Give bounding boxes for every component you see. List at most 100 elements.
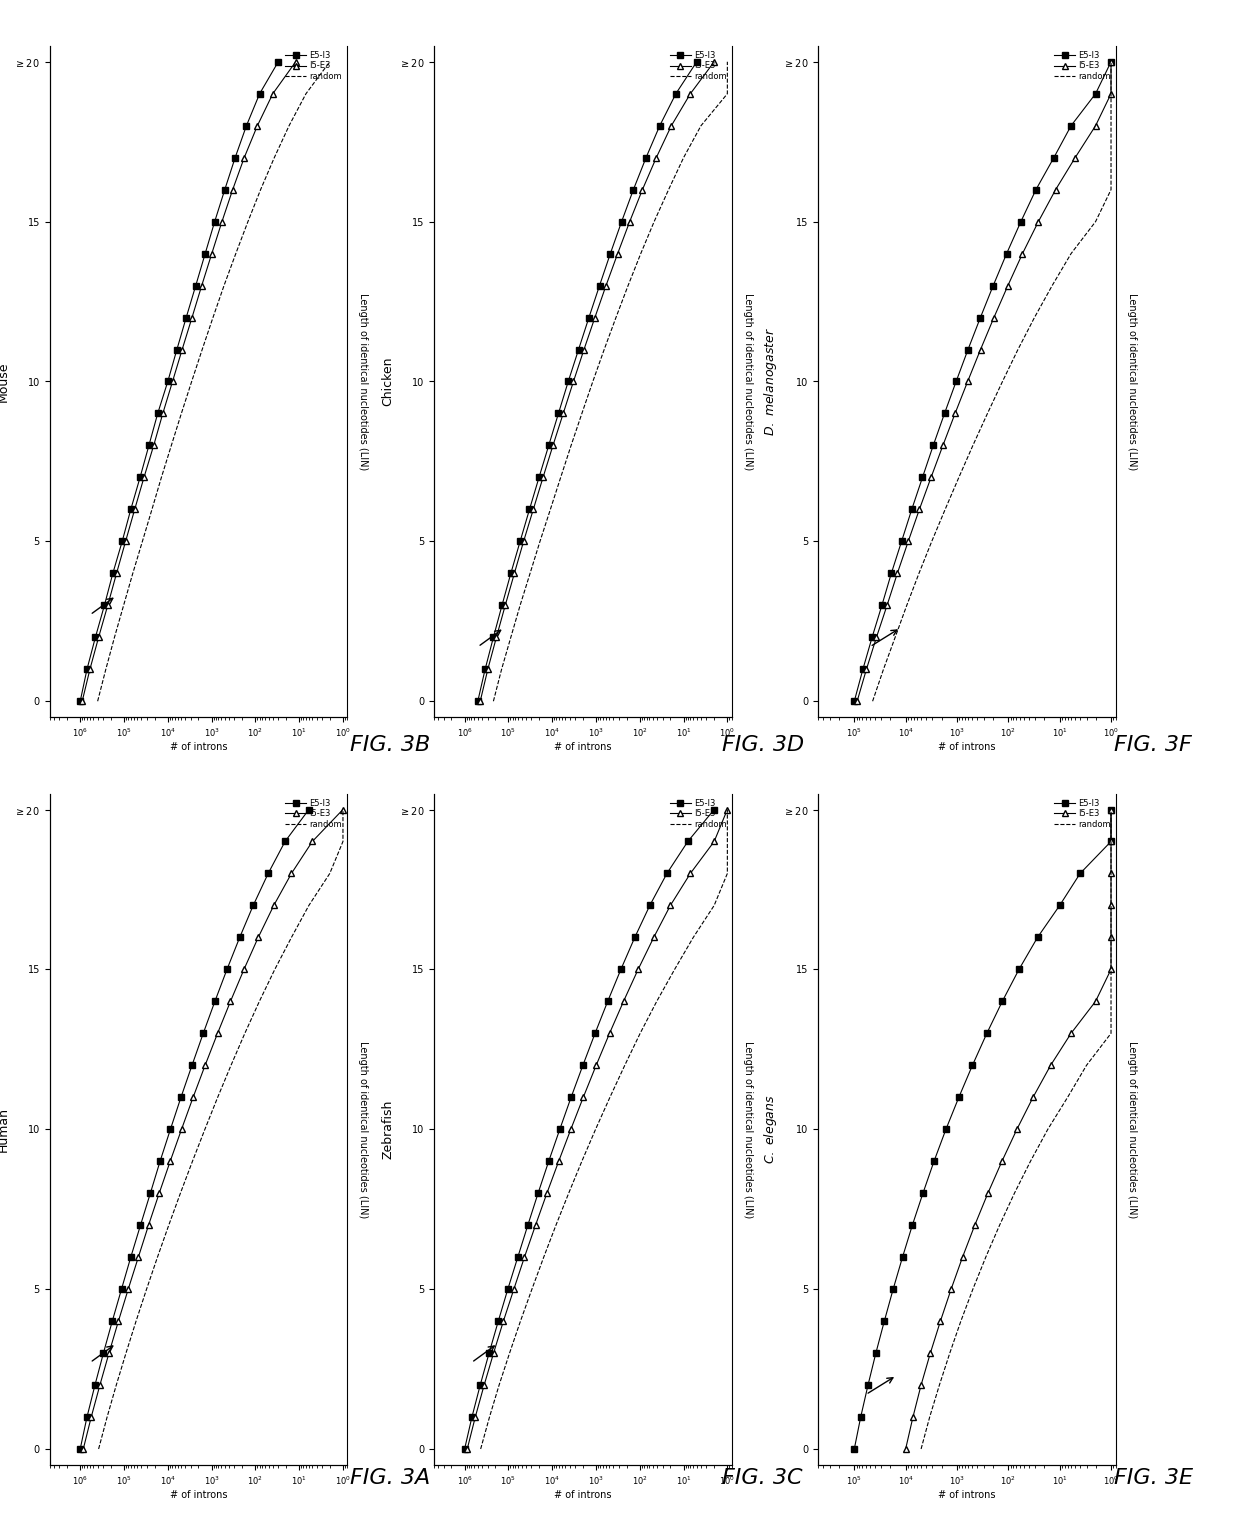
E5-I3 [97,597,112,615]
E5-I3 [614,960,629,978]
random [667,960,682,978]
Line: E5-I3: E5-I3 [852,60,1114,703]
E5-I3 [188,276,203,295]
Y-axis label: Length of identical nucleotides (LIN): Length of identical nucleotides (LIN) [1127,293,1137,470]
Text: FIG. 3D: FIG. 3D [722,736,804,755]
random [603,1088,618,1106]
random [980,404,994,423]
E5-I3 [278,832,293,850]
E5-I3 [79,661,94,679]
random [185,372,200,391]
Legend: E5-I3, I5-E3, random: E5-I3, I5-E3, random [668,50,728,82]
E5-I3 [1089,84,1104,102]
random [217,276,232,295]
Text: FIG. 3A: FIG. 3A [351,1468,430,1488]
random [609,308,624,327]
X-axis label: # of introns: # of introns [554,742,611,752]
Y-axis label: Length of identical nucleotides (LIN): Length of identical nucleotides (LIN) [743,1041,753,1218]
Line: I5-E3: I5-E3 [464,806,730,1453]
I5-E3 [563,1120,578,1138]
I5-E3 [93,1376,108,1395]
Line: I5-E3: I5-E3 [79,58,299,705]
random [492,1376,507,1395]
E5-I3 [522,501,537,519]
random [1104,832,1118,850]
I5-E3 [589,1056,604,1074]
I5-E3 [175,340,190,359]
I5-E3 [932,1312,947,1331]
I5-E3 [987,308,1002,327]
random [720,84,735,102]
I5-E3 [118,533,133,551]
E5-I3 [1104,52,1118,70]
random [923,1408,937,1427]
I5-E3 [646,928,661,946]
I5-E3 [265,84,280,102]
random [720,52,735,70]
random [495,661,510,679]
random [129,1312,144,1331]
E5-I3 [170,340,185,359]
random [1104,116,1118,134]
I5-E3 [141,1216,156,1235]
random [1104,992,1118,1010]
I5-E3 [663,896,678,914]
random [164,436,179,455]
X-axis label: # of introns: # of introns [939,742,996,752]
I5-E3 [120,1280,135,1299]
I5-E3 [994,1152,1009,1170]
I5-E3 [923,1344,937,1363]
random [994,372,1009,391]
Line: random: random [99,809,343,1450]
Text: FIG. 3E: FIG. 3E [1114,1468,1193,1488]
I5-E3 [1089,116,1104,134]
random [281,116,296,134]
random [185,1152,200,1170]
I5-E3 [83,661,98,679]
I5-E3 [516,533,531,551]
I5-E3 [967,1216,982,1235]
random [1023,1152,1038,1170]
E5-I3 [207,992,222,1010]
I5-E3 [1104,896,1118,914]
I5-E3 [683,864,698,882]
random [1045,276,1060,295]
I5-E3 [616,992,631,1010]
random [150,1248,165,1267]
I5-E3 [536,468,551,487]
I5-E3 [1009,1120,1024,1138]
Legend: E5-I3, I5-E3, random: E5-I3, I5-E3, random [668,798,728,830]
random [503,629,518,647]
E5-I3 [511,1248,526,1267]
E5-I3 [1047,148,1061,166]
E5-I3 [939,1120,954,1138]
random [154,468,169,487]
I5-E3 [489,629,503,647]
I5-E3 [497,597,512,615]
I5-E3 [92,629,107,647]
random [1104,180,1118,198]
Line: I5-E3: I5-E3 [853,58,1115,705]
E5-I3 [564,1088,579,1106]
random [1104,896,1118,914]
E5-I3 [707,800,722,818]
random [512,597,527,615]
E5-I3 [153,1152,167,1170]
random [284,928,299,946]
Line: E5-I3: E5-I3 [461,807,717,1451]
random [117,597,131,615]
E5-I3 [1030,928,1045,946]
random [301,896,316,914]
E5-I3 [999,244,1014,262]
E5-I3 [542,436,557,455]
Y-axis label: $\mathit{D.\ melanogaster}$: $\mathit{D.\ melanogaster}$ [761,327,779,436]
E5-I3 [986,276,1001,295]
I5-E3 [136,468,151,487]
E5-I3 [1053,896,1068,914]
E5-I3 [219,960,234,978]
I5-E3 [109,565,124,583]
E5-I3 [531,1184,546,1202]
E5-I3 [301,800,316,818]
E5-I3 [179,308,193,327]
random [99,1408,114,1427]
